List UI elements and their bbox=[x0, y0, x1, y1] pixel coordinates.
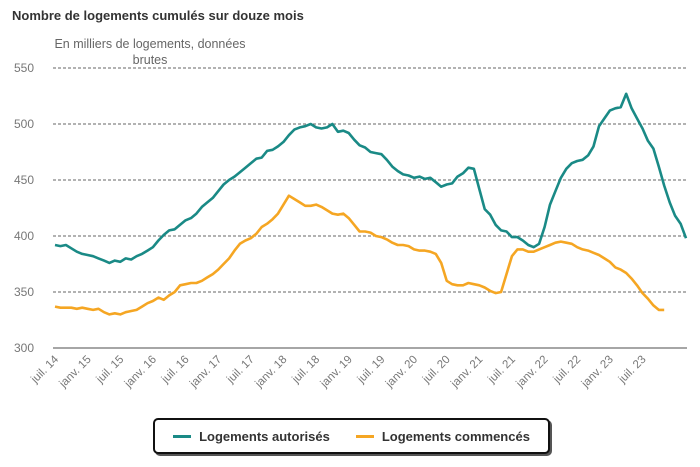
x-tick-label: janv. 20 bbox=[383, 354, 420, 391]
x-tick-label: janv. 21 bbox=[448, 354, 485, 391]
x-tick-label: janv. 19 bbox=[318, 354, 355, 391]
y-tick-label: 500 bbox=[14, 117, 34, 131]
x-tick-label: janv. 17 bbox=[187, 354, 224, 391]
legend-item-commences: Logements commencés bbox=[355, 428, 530, 444]
x-tick-label: janv. 18 bbox=[253, 354, 290, 391]
series-line-commences bbox=[54, 194, 665, 316]
x-tick-label: juil. 23 bbox=[616, 354, 649, 387]
legend-item-autorises: Logements autorisés bbox=[173, 429, 330, 444]
x-tick-label: janv. 15 bbox=[57, 354, 94, 391]
y-axis-ticks: 300 350 400 450 500 550 bbox=[14, 61, 34, 355]
y-tick-label: 400 bbox=[14, 229, 34, 243]
series-line-autorises bbox=[54, 92, 688, 265]
legend-label-autorises: Logements autorisés bbox=[199, 428, 330, 444]
gridlines bbox=[53, 67, 687, 349]
y-tick-label: 550 bbox=[14, 61, 34, 75]
chart-title: Nombre de logements cumulés sur douze mo… bbox=[12, 8, 304, 23]
series-lines bbox=[54, 92, 688, 316]
y-tick-label: 350 bbox=[14, 285, 34, 299]
x-tick-label: janv. 16 bbox=[122, 354, 159, 391]
x-tick-label: janv. 22 bbox=[514, 354, 551, 391]
legend-swatch-commences bbox=[355, 434, 374, 438]
y-tick-label: 300 bbox=[14, 341, 34, 355]
legend-label-commences: Logements commencés bbox=[381, 428, 530, 444]
chart-subtitle: En milliers de logements, données brutes bbox=[54, 37, 246, 67]
legend-swatch-autorises bbox=[173, 434, 192, 438]
x-tick-label: janv. 23 bbox=[579, 354, 616, 391]
legend: Logements autorisés Logements commencés bbox=[153, 418, 550, 454]
y-tick-label: 450 bbox=[14, 173, 34, 187]
